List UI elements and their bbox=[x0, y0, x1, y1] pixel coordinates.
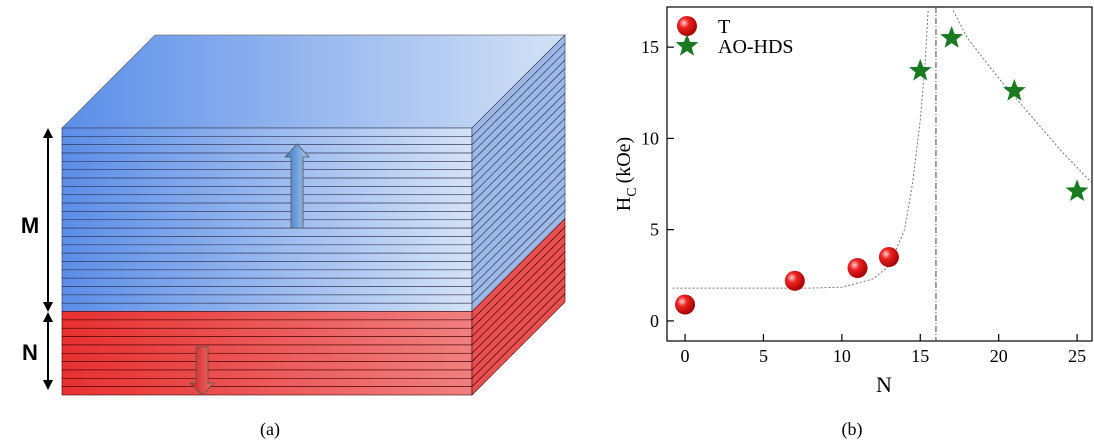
layer bbox=[61, 236, 473, 246]
x-axis-label: N bbox=[876, 372, 892, 397]
n-label: N bbox=[22, 340, 38, 365]
layer-side bbox=[471, 292, 566, 396]
legend-label: T bbox=[718, 16, 730, 38]
layer bbox=[61, 386, 473, 396]
fit-curve bbox=[952, 10, 1092, 183]
multilayer-diagram: M N (a) bbox=[21, 34, 566, 440]
star-marker bbox=[908, 58, 932, 81]
layer bbox=[61, 152, 473, 162]
layer bbox=[61, 202, 473, 212]
front-face bbox=[61, 127, 473, 396]
star-marker bbox=[1003, 79, 1026, 101]
layer bbox=[61, 194, 473, 204]
legend-label: AO-HDS bbox=[718, 36, 794, 58]
layer bbox=[61, 252, 473, 262]
layer bbox=[61, 244, 473, 254]
layer bbox=[61, 277, 473, 287]
layer bbox=[61, 352, 473, 362]
y-tick-label: 10 bbox=[641, 128, 659, 148]
layer bbox=[61, 161, 473, 171]
m-label: M bbox=[21, 213, 39, 238]
y-tick-label: 5 bbox=[650, 220, 659, 240]
layer bbox=[61, 319, 473, 329]
layer bbox=[61, 378, 473, 387]
layer bbox=[61, 269, 473, 279]
sphere-marker bbox=[677, 16, 697, 36]
x-tick-label: 0 bbox=[681, 346, 690, 366]
layer bbox=[61, 344, 473, 354]
y-tick-label: 15 bbox=[641, 37, 659, 57]
layer bbox=[61, 136, 473, 145]
caption: (a) bbox=[260, 419, 280, 440]
sphere-marker bbox=[675, 294, 696, 315]
layer bbox=[61, 261, 473, 271]
layer bbox=[61, 369, 473, 379]
chart: (b) N HC (kOe) 0 5 10 15 20 25 0 5 10 15 TAO-HDS bbox=[613, 6, 1093, 440]
x-tick-label: 15 bbox=[911, 346, 929, 366]
layer bbox=[61, 186, 473, 196]
x-tick-label: 25 bbox=[1068, 346, 1086, 366]
layer bbox=[61, 144, 473, 154]
x-tick-label: 10 bbox=[833, 346, 851, 366]
y-tick-label: 0 bbox=[650, 311, 659, 331]
star-marker bbox=[1065, 179, 1089, 201]
layer bbox=[61, 336, 473, 346]
sphere-marker bbox=[847, 257, 868, 278]
x-tick-label: 20 bbox=[990, 346, 1008, 366]
x-tick-label: 5 bbox=[759, 346, 768, 366]
layer bbox=[61, 127, 473, 137]
layer bbox=[61, 361, 473, 371]
star-marker bbox=[675, 34, 699, 56]
y-axis-label: HC (kOe) bbox=[613, 137, 640, 211]
layer bbox=[61, 286, 473, 296]
y-label-symbol: H bbox=[613, 197, 635, 211]
fit-curve bbox=[672, 10, 929, 289]
dimension-arrows bbox=[43, 128, 53, 390]
layer bbox=[61, 327, 473, 337]
y-label-unit: (kOe) bbox=[613, 137, 635, 184]
layer bbox=[61, 227, 473, 237]
caption: (b) bbox=[842, 419, 863, 440]
up-arrow bbox=[284, 143, 310, 229]
layer bbox=[61, 302, 473, 312]
y-label-subscript: C bbox=[625, 187, 640, 196]
down-arrow bbox=[189, 346, 215, 396]
layer bbox=[61, 219, 473, 229]
sphere-marker bbox=[878, 247, 899, 268]
plot-frame bbox=[666, 6, 1093, 342]
layer bbox=[61, 294, 473, 304]
side-face bbox=[471, 34, 566, 396]
star-marker bbox=[940, 26, 964, 48]
sphere-marker bbox=[784, 270, 805, 291]
layer bbox=[61, 311, 473, 321]
layer bbox=[61, 169, 473, 179]
layer bbox=[61, 211, 473, 221]
layer bbox=[61, 177, 473, 187]
